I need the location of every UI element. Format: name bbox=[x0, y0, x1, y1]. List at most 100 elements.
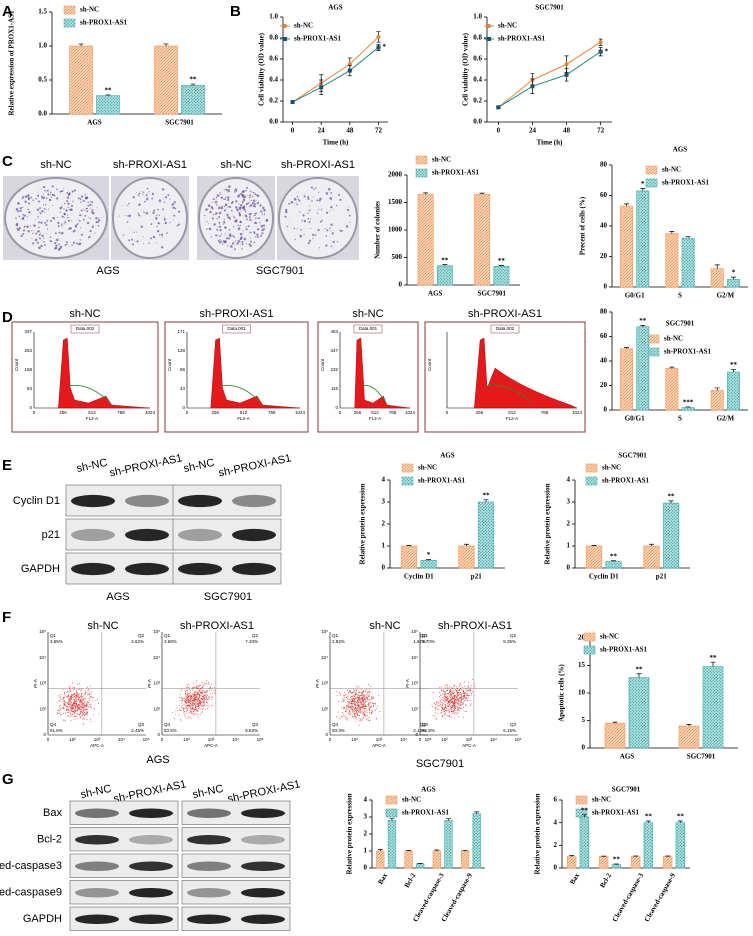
cell-dot bbox=[192, 706, 194, 708]
colony-dot bbox=[235, 190, 238, 193]
cell-dot bbox=[356, 706, 358, 708]
colony-dot bbox=[239, 224, 241, 227]
chart-title: SGC7901 bbox=[618, 452, 647, 460]
colony-dot bbox=[72, 200, 74, 203]
group-label: sh-NC bbox=[220, 159, 251, 171]
bar bbox=[96, 95, 120, 115]
cell-dot bbox=[457, 709, 459, 710]
cell-dot bbox=[452, 693, 454, 695]
colony-dot bbox=[78, 212, 80, 213]
colony-dot bbox=[254, 212, 256, 215]
y-tick-label: 3 bbox=[567, 498, 571, 506]
cell-dot bbox=[70, 715, 72, 717]
colony-dot bbox=[49, 219, 52, 222]
colony-dot bbox=[260, 224, 264, 228]
cell-dot bbox=[69, 685, 71, 687]
cell-dot bbox=[353, 700, 355, 702]
cell-dot bbox=[92, 707, 94, 709]
band bbox=[187, 861, 231, 872]
colony-dot bbox=[252, 191, 255, 194]
cell-dot bbox=[359, 718, 361, 720]
colony-dot bbox=[223, 221, 226, 224]
cell-dot bbox=[347, 703, 349, 705]
colony-dot bbox=[264, 213, 266, 215]
bar bbox=[477, 501, 495, 569]
cell-dot bbox=[197, 688, 199, 689]
cell-dot bbox=[194, 695, 196, 697]
cell-dot bbox=[207, 702, 208, 704]
error-bar bbox=[669, 230, 675, 234]
plot-name: Data.001 bbox=[359, 326, 378, 331]
cell-dot bbox=[196, 687, 198, 689]
cell-dot bbox=[375, 703, 377, 705]
cell-dot bbox=[359, 709, 361, 710]
cell-dot bbox=[71, 708, 73, 710]
cell-dot bbox=[445, 691, 446, 693]
colony-dot bbox=[92, 225, 94, 227]
cell-dot bbox=[208, 699, 210, 701]
cell-dot bbox=[351, 705, 353, 707]
cell-dot bbox=[461, 701, 463, 703]
colony-dot bbox=[231, 242, 234, 245]
cell-dot bbox=[86, 711, 88, 713]
cell-dot bbox=[189, 716, 191, 718]
error-bar bbox=[730, 369, 736, 373]
colony-dot bbox=[44, 222, 47, 224]
colony-dot bbox=[217, 229, 219, 231]
colony-dot bbox=[63, 188, 65, 190]
cell-dot bbox=[454, 706, 456, 707]
cell-dot bbox=[338, 701, 340, 703]
colony-dot bbox=[252, 199, 256, 202]
cell-dot bbox=[187, 704, 189, 706]
cell-dot bbox=[339, 717, 341, 719]
colony-dot bbox=[35, 232, 38, 235]
dot-x-label: APC-A bbox=[204, 743, 218, 748]
cell-dot bbox=[63, 705, 65, 707]
cell-dot bbox=[197, 704, 198, 705]
cell-dot bbox=[86, 705, 88, 707]
significance: * bbox=[427, 551, 431, 559]
colony-dot bbox=[260, 210, 263, 213]
cell-dot bbox=[360, 718, 362, 720]
cell-dot bbox=[372, 711, 374, 713]
bar bbox=[643, 545, 660, 569]
cell-dot bbox=[442, 699, 444, 701]
error-bar bbox=[730, 276, 736, 280]
cell-dot bbox=[353, 698, 355, 700]
cell-dot bbox=[198, 697, 200, 699]
cell-dot bbox=[348, 706, 350, 708]
cell-dot bbox=[176, 707, 178, 709]
cell-dot bbox=[354, 712, 356, 714]
cell-dot bbox=[460, 708, 462, 710]
cell-dot bbox=[452, 687, 454, 689]
cell-dot bbox=[348, 692, 350, 694]
band bbox=[75, 914, 119, 925]
cell-dot bbox=[447, 705, 448, 707]
cell-dot bbox=[79, 709, 81, 710]
cell-dot bbox=[350, 700, 352, 702]
colony-dot bbox=[308, 239, 312, 243]
cell-dot bbox=[206, 702, 208, 704]
cell-dot bbox=[74, 692, 76, 694]
cell-dot bbox=[465, 698, 467, 700]
cell-dot bbox=[365, 705, 366, 707]
bar bbox=[681, 237, 695, 288]
cell-dot bbox=[448, 693, 450, 695]
cell-dot bbox=[446, 699, 447, 700]
cell-dot bbox=[194, 698, 196, 700]
cell-dot bbox=[187, 707, 189, 709]
cell-dot bbox=[459, 687, 461, 689]
cell-dot bbox=[81, 709, 83, 710]
colony-dot bbox=[263, 209, 266, 212]
cell-dot bbox=[442, 708, 444, 709]
cell-dot bbox=[358, 710, 360, 712]
colony-dot bbox=[256, 199, 258, 201]
cell-dot bbox=[68, 711, 70, 713]
colony-dot bbox=[238, 206, 241, 209]
dot-x-label: APC-A bbox=[372, 743, 386, 748]
cell-dot bbox=[348, 694, 350, 696]
bar bbox=[69, 45, 93, 115]
colony-dot bbox=[233, 226, 235, 228]
cell-dot bbox=[453, 686, 455, 688]
legend-label: sh-NC bbox=[418, 464, 437, 472]
